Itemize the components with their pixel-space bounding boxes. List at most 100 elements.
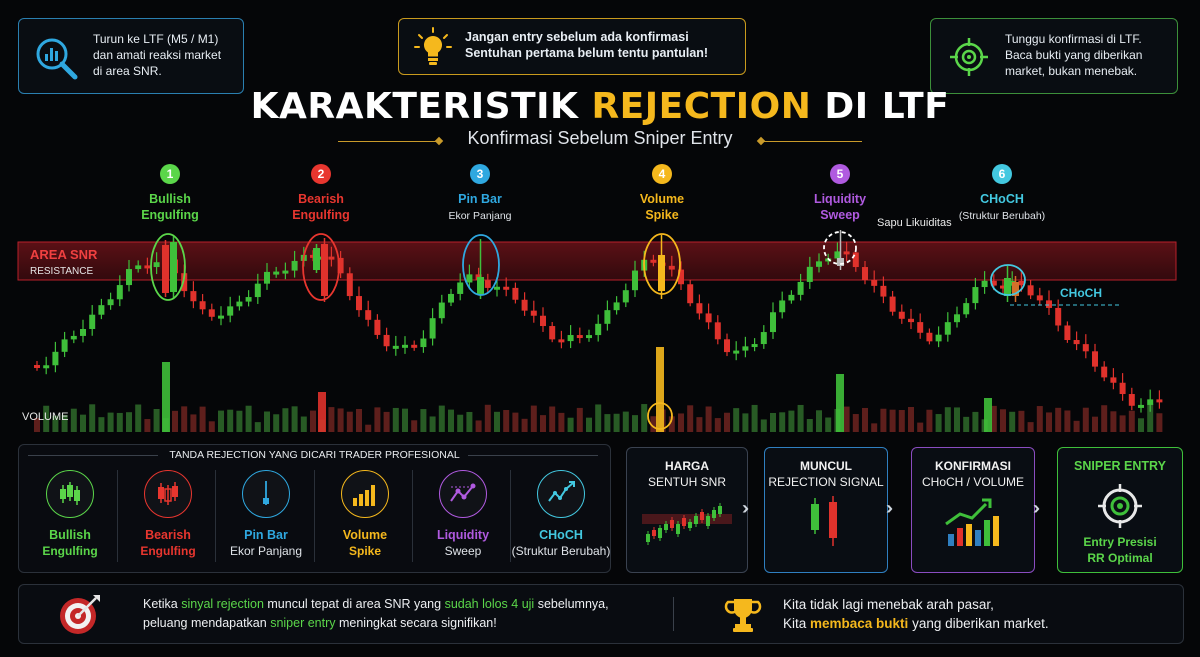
candle-body — [1082, 344, 1089, 352]
marker-number-badge: 5 — [830, 164, 850, 184]
bottom-right-line-2: Kita membaca bukti yang diberikan market… — [783, 616, 1049, 631]
two-candles-icon — [811, 496, 837, 546]
candle-body — [1156, 399, 1163, 403]
candle-body — [466, 274, 473, 283]
sign-item: Bearish Engulfing — [118, 470, 218, 559]
volume-bar — [613, 413, 620, 432]
sign-subname: Spike — [348, 544, 381, 558]
marker-label-line: Engulfing — [141, 208, 199, 222]
volume-spike-bar — [984, 398, 992, 432]
candle-body — [429, 318, 436, 339]
volume-bars-icon — [341, 470, 389, 518]
volume-bar — [172, 410, 178, 432]
candle-body — [604, 310, 611, 324]
volume-bar — [144, 419, 151, 432]
snr-type-label: RESISTANCE — [30, 266, 93, 277]
tip-center-line: Jangan entry sebelum ada konfirmasi — [465, 30, 689, 44]
candle-body — [512, 287, 519, 300]
volume-spike-candle — [658, 255, 665, 291]
marker-number-badge: 3 — [470, 164, 490, 184]
candle-body — [622, 290, 629, 303]
volume-bar — [797, 404, 804, 432]
marker-number-badge: 6 — [992, 164, 1012, 184]
volume-bar — [622, 411, 629, 432]
volume-bar — [181, 406, 188, 432]
candle-body — [1046, 300, 1052, 308]
volume-bar — [337, 408, 344, 432]
candle-body — [843, 251, 850, 255]
marker-label: Bullish Engulfing — [115, 191, 225, 223]
volume-bar — [1082, 407, 1089, 432]
process-step: SNIPER ENTRY Entry Presisi RR Optimal — [1057, 447, 1183, 573]
volume-bar — [1147, 404, 1154, 432]
volume-bar — [70, 408, 77, 432]
marker-number-badge: 2 — [311, 164, 331, 184]
volume-bar — [356, 408, 362, 432]
candle-body — [871, 280, 878, 286]
step-title: HARGA — [665, 459, 709, 473]
volume-bar — [530, 405, 537, 432]
candle-body — [126, 269, 132, 286]
candle-body — [742, 346, 749, 351]
volume-bar — [227, 409, 234, 432]
volume-bar — [540, 415, 546, 432]
volume-spike-highlight — [643, 233, 681, 295]
candle-body — [576, 335, 583, 339]
volume-bar — [595, 404, 602, 432]
candle-body — [954, 314, 960, 323]
volume-bar — [788, 410, 795, 432]
step-title: MUNCUL — [800, 459, 852, 473]
candle-body — [374, 319, 381, 335]
tip-center-line: Sentuhan pertama belum tentu pantulan! — [465, 46, 709, 60]
volume-spike-bar — [836, 374, 844, 432]
volume-spike-bar — [162, 362, 170, 432]
bottom-divider — [673, 597, 674, 631]
volume-bar — [208, 421, 215, 432]
signs-title-line-left — [28, 455, 158, 456]
candle-body — [181, 273, 188, 292]
volume-bar — [107, 412, 114, 432]
volume-bar — [963, 416, 970, 432]
volume-bar — [89, 404, 96, 432]
candle-body — [411, 344, 418, 348]
volume-bar — [512, 412, 519, 432]
sign-subname: Sweep — [444, 544, 482, 558]
marker-number-badge: 1 — [160, 164, 180, 184]
sweep-candle — [837, 258, 844, 266]
dart-target-icon — [60, 595, 100, 634]
candle-body — [668, 265, 675, 270]
volume-bar — [153, 408, 160, 432]
volume-bar — [1156, 413, 1163, 432]
candle-body — [1064, 325, 1071, 341]
volume-bar — [632, 415, 638, 432]
marker-label-line: CHoCH — [980, 192, 1024, 206]
candle-body — [751, 344, 758, 348]
candle-body — [972, 287, 979, 304]
volume-bar — [1055, 407, 1062, 432]
candle-body — [1055, 307, 1062, 326]
sign-subname: Ekor Panjang — [229, 544, 303, 558]
volume-bar — [742, 413, 749, 432]
volume-bar — [770, 412, 776, 432]
volume-bar — [116, 412, 123, 432]
volume-bar — [365, 424, 372, 432]
volume-spike-bar — [318, 392, 326, 432]
candle-body — [944, 322, 951, 335]
volume-bar — [291, 406, 298, 432]
marker-label-line: Bearish — [298, 192, 344, 206]
candle-body — [484, 280, 491, 288]
volume-bar — [98, 417, 105, 432]
candle-body — [862, 267, 868, 281]
volume-bar — [862, 407, 868, 432]
volume-bar — [310, 410, 316, 432]
volume-bar — [438, 405, 445, 432]
process-step: HARGA SENTUH SNR — [626, 447, 748, 573]
candle-body — [521, 299, 528, 311]
candle-body — [696, 303, 703, 314]
candle-body — [107, 299, 114, 306]
subtitle-line-left — [338, 141, 438, 142]
step-subtitle: SENTUH SNR — [647, 475, 726, 489]
marker-label-line: Spike — [645, 208, 679, 222]
volume-bar — [43, 405, 50, 432]
marker-label-line: Engulfing — [292, 208, 350, 222]
